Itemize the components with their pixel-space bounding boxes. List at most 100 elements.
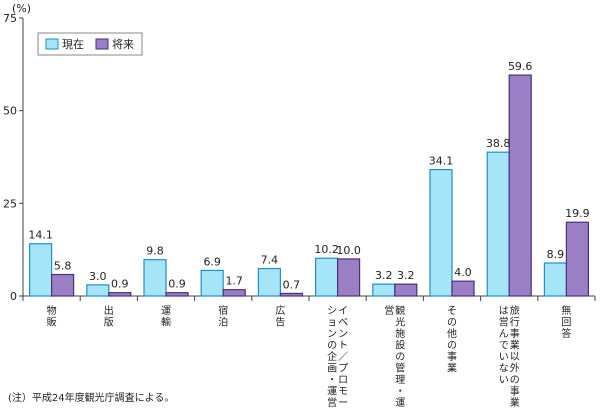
category-label-char: 運 [327, 386, 337, 398]
bar-current [429, 169, 453, 297]
value-label: 14.1 [28, 229, 53, 242]
category-label-char: 営 [499, 316, 509, 329]
category-label-char: 旅 [510, 304, 520, 317]
category-label-char: 宿 [218, 304, 228, 317]
category-label-char: イ [338, 306, 348, 317]
value-label: 5.8 [54, 260, 72, 273]
category-label-char: 無 [561, 304, 571, 317]
bar-current [257, 267, 281, 297]
category-label-char: 設 [395, 339, 405, 352]
category-label-char: い [499, 352, 509, 363]
y-tick-label: 0 [10, 290, 17, 303]
category-label-char: ョ [327, 318, 337, 329]
value-label: 3.0 [89, 270, 107, 283]
category-label-char: 光 [395, 316, 405, 329]
category-label-char: 外 [510, 363, 520, 375]
value-label: 3.2 [397, 269, 415, 282]
value-label: 6.9 [203, 255, 221, 268]
bar-future [279, 292, 303, 297]
bar-future [50, 273, 75, 297]
value-label: 7.4 [261, 254, 279, 267]
bar-current [200, 269, 224, 297]
y-axis-unit: (%) [12, 2, 31, 15]
legend-label: 現在 [62, 38, 84, 51]
category-label-char: 観 [395, 304, 405, 317]
category-label-char: の [327, 341, 337, 352]
category-label-char: 泊 [218, 317, 228, 329]
category-label-char: の [447, 318, 457, 329]
category-label-char: 広 [275, 304, 285, 317]
category-label-char: ー [338, 398, 348, 409]
bar-future [337, 258, 361, 297]
legend-swatch [45, 38, 59, 50]
category-label-char: ／ [338, 351, 348, 363]
bar-current [86, 284, 110, 297]
category-label-char: の [395, 352, 405, 363]
bar-current [543, 262, 568, 297]
value-label: 3.2 [375, 269, 393, 282]
category-label-char: 管 [395, 362, 405, 375]
category-label-char: 物 [47, 304, 57, 317]
legend-label: 将来 [112, 38, 134, 51]
y-tick-label: 50 [3, 105, 17, 118]
category-label-char: 運 [395, 397, 405, 409]
category-label-char: 業 [447, 362, 457, 375]
category-label-char: 営 [384, 304, 394, 317]
bar-future [394, 283, 418, 297]
category-label-char: 理 [395, 374, 405, 386]
value-label: 4.0 [454, 266, 472, 279]
category-label-char: 回 [561, 317, 571, 329]
category-label-char: な [499, 363, 509, 375]
category-label-char: 輸 [161, 316, 171, 329]
category-label-char: ン [327, 329, 337, 340]
bar-current [486, 151, 510, 297]
value-label: 38.8 [486, 137, 511, 150]
bars [29, 74, 590, 297]
category-label-char: の [447, 341, 457, 352]
category-label-char: ん [499, 328, 509, 340]
category-label-char: 事 [510, 385, 520, 398]
value-label: 10.2 [314, 243, 339, 256]
category-label-char: 画 [327, 364, 337, 375]
source-note: (注）平成24年度観光庁調査による。 [8, 391, 174, 404]
category-label-char: 施 [395, 327, 405, 340]
category-label: 出版 [104, 304, 114, 329]
bar-future [451, 280, 475, 297]
category-label-char: 出 [104, 304, 114, 317]
category-label: 広告 [275, 304, 285, 329]
bar-current [372, 283, 396, 297]
category-label-char: 答 [561, 327, 571, 340]
bar-current [29, 243, 53, 297]
category-label-char: 業 [510, 396, 520, 409]
category-label-char: い [499, 375, 509, 386]
category-label: 宿泊 [218, 304, 228, 329]
category-label-char: モ [338, 387, 348, 398]
bar-current [143, 259, 167, 297]
category-label-char: で [499, 341, 509, 352]
value-label: 34.1 [429, 155, 454, 168]
value-label: 59.6 [508, 60, 533, 73]
category-label: 物販 [47, 304, 57, 329]
legend-swatch [95, 38, 109, 50]
category-label-char: ・ [327, 375, 337, 386]
y-tick-label: 25 [3, 197, 17, 210]
category-label-char: 販 [47, 317, 57, 329]
bar-future [222, 289, 246, 297]
y-tick-label: 75 [3, 12, 17, 25]
value-label: 1.7 [225, 275, 243, 288]
category-label-char: そ [447, 305, 457, 317]
category-label-char: 企 [327, 350, 337, 363]
category-label-char: 版 [104, 316, 114, 329]
bar-future [508, 74, 532, 297]
category-label-char: ト [338, 341, 348, 352]
bar-future [565, 221, 590, 297]
category-label-char: 以 [510, 352, 520, 363]
category-label-char: 営 [327, 396, 337, 409]
